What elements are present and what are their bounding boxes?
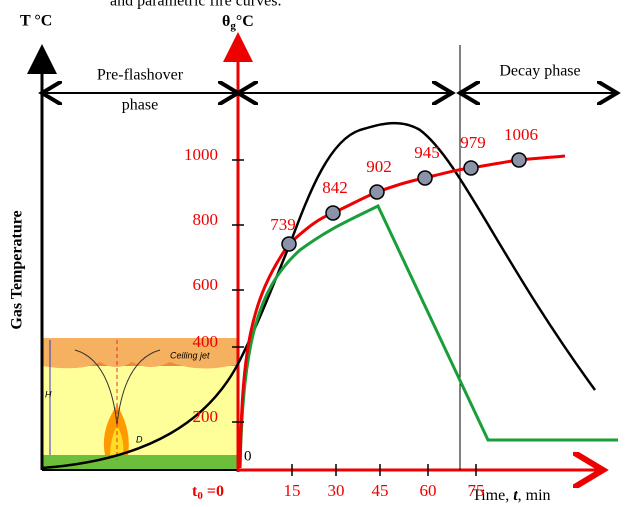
point-label: 945 (414, 143, 440, 162)
point-marker (417, 170, 433, 186)
x-tick-label: 30 (328, 481, 345, 500)
y-tick-label: 200 (193, 407, 219, 426)
left-axis-label: T °C (20, 13, 52, 30)
label-part: °C (236, 13, 254, 30)
point-label: 1006 (504, 125, 538, 144)
inset-image: Ceiling jet H D (42, 338, 238, 470)
x-axis-title: Time, t, min (472, 487, 551, 504)
x-tick-label: 60 (420, 481, 437, 500)
label-part: θ (222, 13, 230, 30)
inset-label: H (45, 389, 52, 399)
y-tick-label: 400 (193, 332, 219, 351)
y-tick-label: 800 (193, 210, 219, 229)
point-marker (463, 160, 479, 176)
x-tick-label: 15 (284, 481, 301, 500)
point-label: 902 (366, 157, 392, 176)
label-part: t (513, 487, 518, 504)
t0-label: t0 =0 (192, 483, 224, 502)
inset-label: D (136, 434, 143, 444)
green-curve (238, 203, 618, 469)
origin-label: 0 (244, 448, 252, 464)
temp-axis-label: θg°C (222, 13, 254, 32)
point-label: 979 (460, 133, 486, 152)
y-tick-label: 600 (193, 275, 219, 294)
x-tick-label: 75 (468, 481, 485, 500)
point-label: 842 (322, 178, 348, 197)
black-curve (41, 121, 597, 470)
red-curve (238, 154, 566, 469)
label-part: Time, (472, 487, 513, 504)
label-part: =0 (203, 483, 224, 500)
label-part: g (230, 20, 236, 32)
label-part: 0 (197, 490, 203, 502)
phase-label: Pre-flashover (97, 67, 184, 84)
point-marker (511, 152, 527, 168)
phase-label: phase (122, 97, 158, 114)
vertical-title: Gas Temperature (9, 210, 26, 329)
point-marker (325, 205, 341, 221)
phase-label: Decay phase (499, 63, 580, 80)
label-part: , min (518, 487, 551, 504)
y-tick-label: 1000 (184, 145, 218, 164)
caption: and parametric fire curves. (110, 0, 281, 10)
label-part: t (192, 483, 198, 500)
inset-label: Ceiling jet (170, 350, 210, 360)
point-marker (369, 184, 385, 200)
x-tick-label: 45 (372, 481, 389, 500)
point-marker (281, 236, 297, 252)
point-label: 739 (270, 215, 296, 234)
